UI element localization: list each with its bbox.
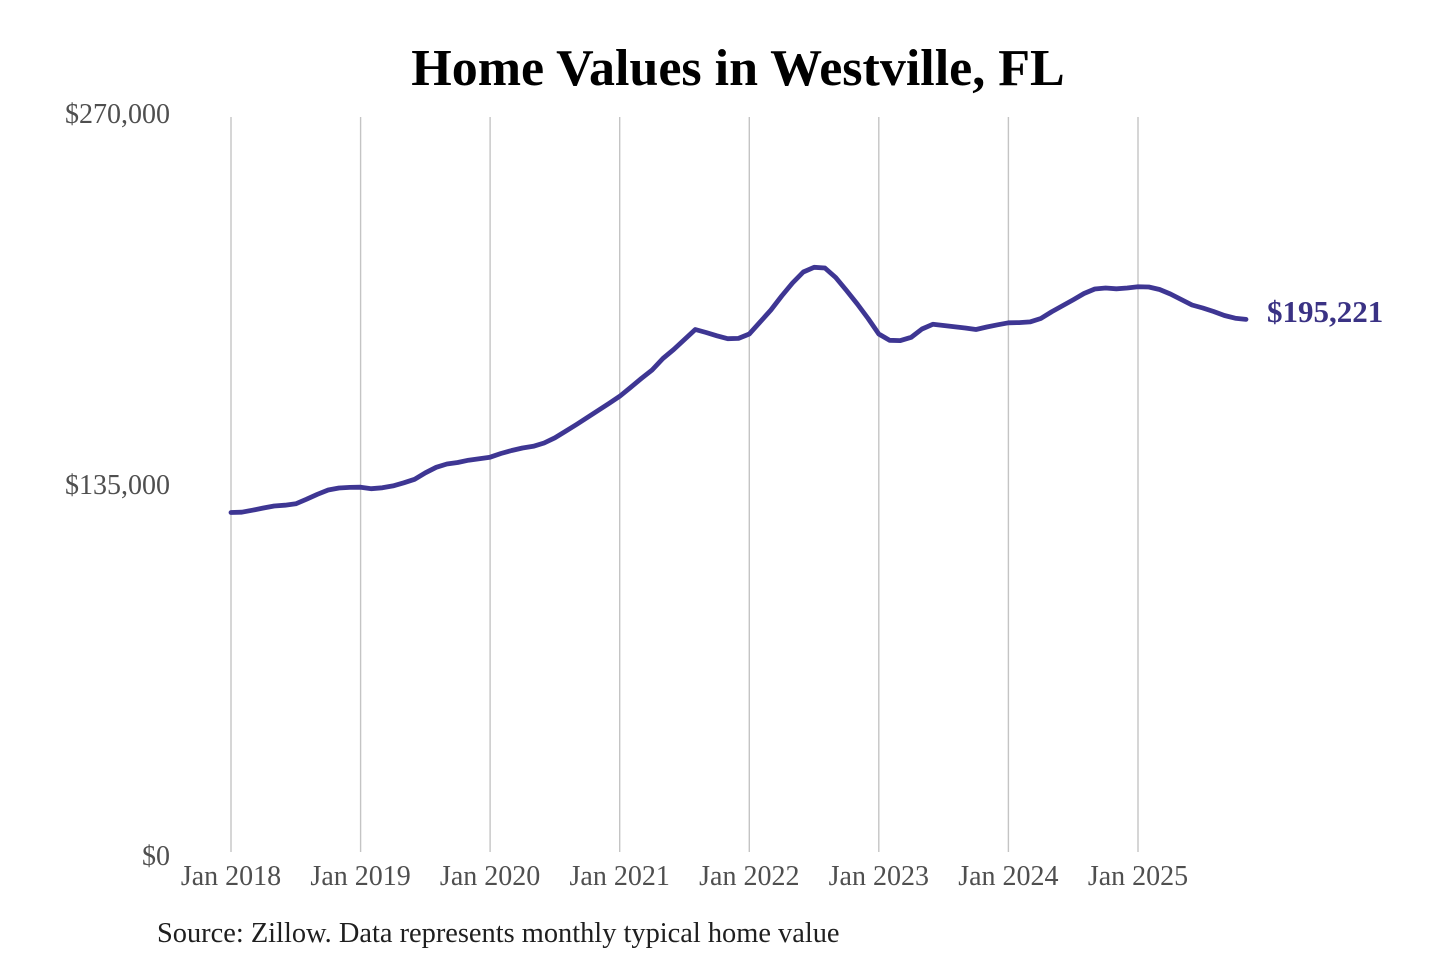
svg-text:Jan 2024: Jan 2024: [958, 861, 1058, 892]
svg-text:$135,000: $135,000: [65, 470, 170, 501]
svg-text:Source: Zillow. Data represent: Source: Zillow. Data represents monthly …: [157, 918, 840, 949]
svg-text:Jan 2019: Jan 2019: [310, 861, 410, 892]
svg-text:Jan 2025: Jan 2025: [1088, 861, 1188, 892]
svg-text:Jan 2022: Jan 2022: [699, 861, 799, 892]
svg-text:$270,000: $270,000: [65, 99, 170, 130]
svg-text:Home Values in Westville, FL: Home Values in Westville, FL: [411, 40, 1064, 97]
svg-text:Jan 2023: Jan 2023: [829, 861, 929, 892]
svg-text:Jan 2018: Jan 2018: [181, 861, 281, 892]
svg-text:Jan 2021: Jan 2021: [570, 861, 670, 892]
svg-text:$195,221: $195,221: [1267, 294, 1383, 329]
svg-text:Jan 2020: Jan 2020: [440, 861, 540, 892]
svg-text:$0: $0: [142, 841, 170, 872]
